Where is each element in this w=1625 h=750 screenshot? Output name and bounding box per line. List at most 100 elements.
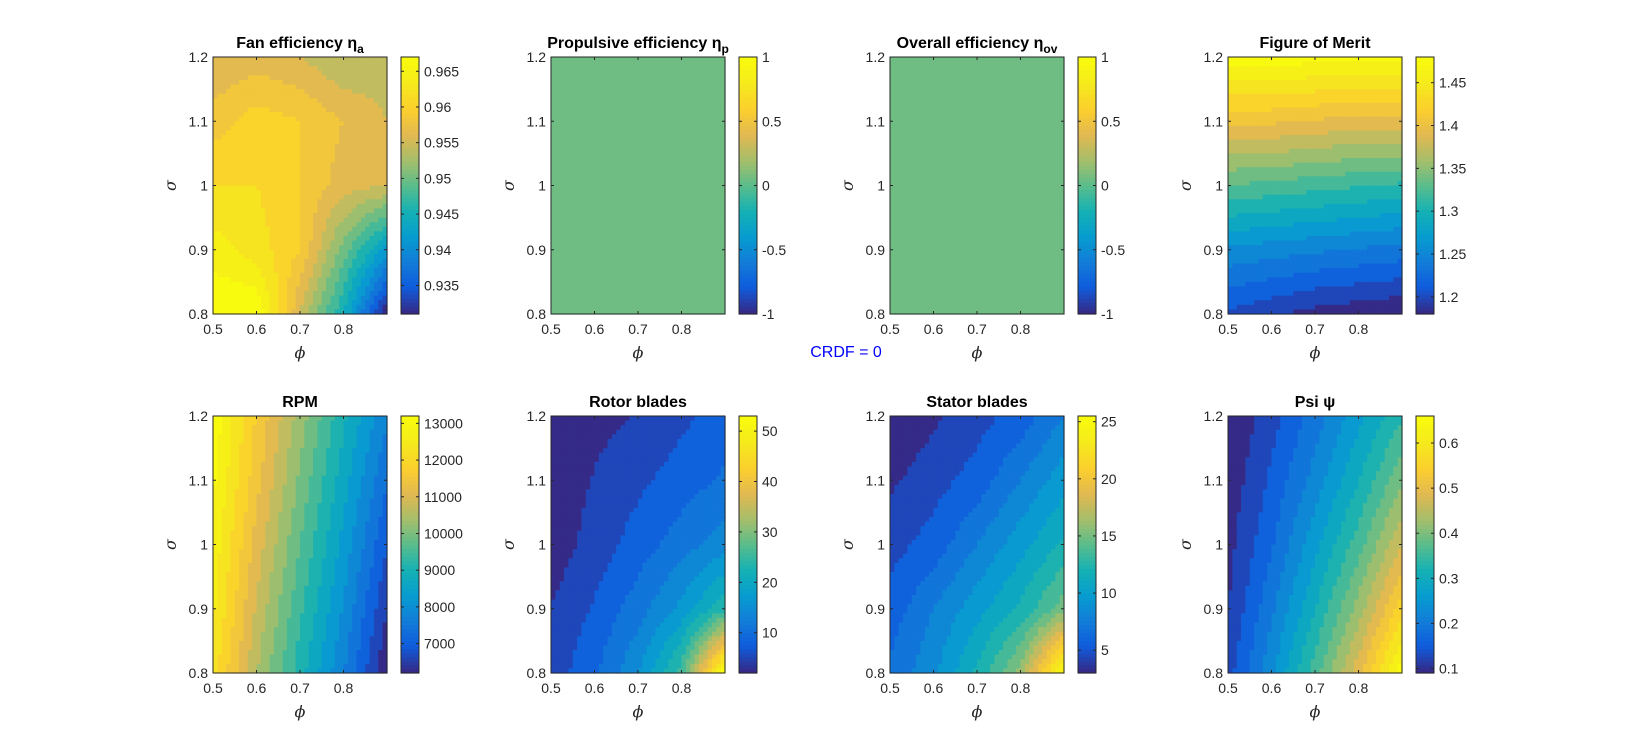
contour-cell (646, 190, 652, 196)
contour-cell (642, 213, 648, 219)
contour-cell (616, 167, 622, 173)
contour-cell (239, 144, 245, 150)
contour-cell (356, 130, 362, 136)
contour-cell (642, 240, 648, 246)
colorbar-step (401, 221, 419, 227)
contour-cell (356, 176, 362, 182)
contour-cell (321, 194, 327, 200)
contour-cell (638, 162, 643, 168)
contour-cell (326, 66, 332, 72)
contour-cell (629, 176, 635, 182)
subplot-title: Fan efficiency ηa (236, 35, 364, 56)
contour-cell (321, 231, 327, 237)
contour-cell (286, 231, 292, 237)
contour-cell (326, 272, 332, 278)
contour-cell (373, 254, 379, 260)
contour-cell (564, 272, 569, 278)
contour-cell (282, 176, 288, 182)
contour-cell (572, 176, 578, 182)
contour-cell (230, 148, 236, 154)
contour-cell (313, 199, 318, 205)
contour-cell (243, 162, 249, 168)
contour-cell (330, 222, 336, 228)
contour-cell (247, 199, 253, 205)
contour-cell (243, 148, 249, 154)
contour-cell (369, 249, 375, 255)
contour-cell (598, 213, 604, 219)
contour-cell (295, 263, 301, 269)
contour-cell (273, 121, 279, 127)
contour-cell (716, 291, 722, 297)
colorbar-step (401, 133, 419, 138)
contour-cell (282, 79, 288, 86)
contour-cell (1042, 57, 1048, 63)
contour-cell (308, 135, 314, 141)
contour-cell (685, 304, 691, 311)
contour-cell (611, 61, 617, 67)
contour-cell (252, 139, 258, 145)
contour-cell (282, 213, 288, 219)
contour-cell (963, 66, 969, 72)
contour-cell (269, 130, 275, 136)
contour-cell (360, 112, 366, 118)
contour-cell (247, 190, 253, 196)
contour-cell (221, 84, 227, 90)
contour-cell (300, 93, 305, 99)
contour-cell (295, 153, 301, 159)
contour-cell (252, 102, 258, 109)
contour-cell (968, 61, 974, 67)
contour-cell (651, 226, 656, 232)
colorbar-step (401, 97, 419, 102)
contour-cell (326, 93, 332, 99)
contour-cell (629, 277, 635, 283)
contour-cell (694, 231, 700, 237)
contour-cell (594, 254, 600, 260)
contour-cell (707, 162, 713, 168)
colorbar-step (401, 65, 419, 70)
contour-cell (308, 199, 314, 205)
contour-cell (300, 144, 305, 150)
contour-cell (572, 135, 578, 141)
contour-cell (677, 61, 683, 67)
colorbar-step (401, 209, 419, 215)
contour-cell (638, 84, 643, 90)
contour-cell (616, 194, 622, 200)
contour-cell (616, 57, 622, 63)
contour-cell (694, 93, 700, 99)
contour-cell (308, 121, 314, 127)
contour-cell (633, 121, 639, 127)
contour-cell (642, 153, 648, 159)
contour-cell (282, 185, 288, 191)
contour-cell (629, 157, 635, 164)
contour-cell (638, 245, 643, 251)
contour-cell (269, 171, 275, 177)
contour-cell (1055, 84, 1061, 90)
contour-cell (291, 75, 297, 81)
contour-cell (594, 79, 600, 86)
contour-cell (616, 240, 622, 246)
contour-cell (598, 93, 604, 99)
contour-cell (611, 112, 617, 118)
contour-cell (572, 217, 578, 223)
contour-cell (690, 84, 696, 90)
contour-cell (213, 249, 218, 255)
contour-cell (252, 309, 258, 315)
contour-cell (352, 112, 358, 118)
contour-cell (265, 226, 271, 232)
contour-cell (694, 79, 700, 86)
contour-cell (265, 84, 271, 90)
contour-cell (577, 107, 583, 113)
contour-cell (598, 66, 604, 72)
contour-cell (369, 304, 375, 311)
contour-cell (681, 139, 687, 145)
contour-cell (920, 79, 926, 86)
contour-cell (256, 291, 262, 297)
contour-cell (343, 281, 349, 288)
contour-cell (334, 98, 340, 104)
contour-cell (226, 199, 231, 205)
contour-cell (217, 185, 223, 191)
contour-cell (339, 144, 345, 150)
contour-cell (668, 254, 674, 260)
contour-cell (252, 208, 258, 214)
colorbar-step (739, 189, 757, 195)
